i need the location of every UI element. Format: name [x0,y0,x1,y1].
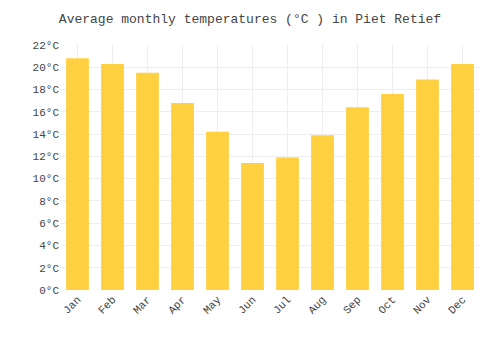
svg-text:12°C: 12°C [33,151,60,163]
svg-text:Apr: Apr [166,294,188,316]
svg-text:Jul: Jul [271,294,293,316]
svg-text:Oct: Oct [376,294,398,316]
svg-text:May: May [201,294,224,317]
svg-text:6°C: 6°C [39,218,59,230]
svg-text:10°C: 10°C [33,173,60,185]
svg-text:Nov: Nov [411,294,434,317]
svg-text:Mar: Mar [131,294,153,316]
svg-text:Sep: Sep [341,294,363,316]
svg-text:Dec: Dec [446,294,468,316]
svg-text:22°C: 22°C [33,40,60,52]
svg-text:2°C: 2°C [39,263,59,275]
svg-text:14°C: 14°C [33,129,60,141]
svg-text:0°C: 0°C [39,285,59,297]
svg-text:18°C: 18°C [33,84,60,96]
svg-text:Jan: Jan [61,294,83,316]
svg-text:8°C: 8°C [39,196,59,208]
svg-text:Jun: Jun [236,294,258,316]
svg-text:20°C: 20°C [33,62,60,74]
svg-text:Aug: Aug [306,294,328,316]
svg-text:Average monthly temperatures (: Average monthly temperatures (°C ) in Pi… [59,12,441,27]
svg-text:Feb: Feb [96,294,118,316]
svg-text:16°C: 16°C [33,107,60,119]
svg-text:4°C: 4°C [39,240,59,252]
